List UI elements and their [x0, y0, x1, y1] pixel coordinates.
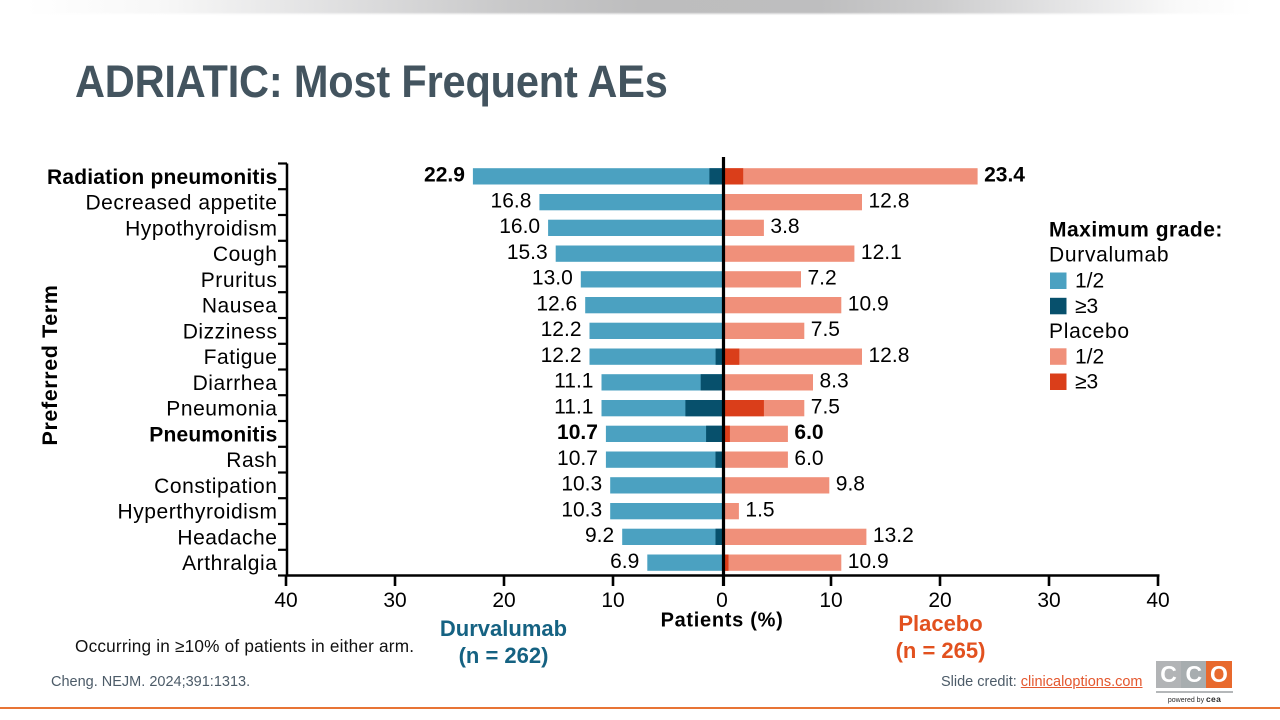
- svg-text:40: 40: [274, 589, 297, 612]
- svg-text:3.8: 3.8: [770, 215, 799, 238]
- svg-text:9.2: 9.2: [585, 524, 614, 547]
- svg-text:10: 10: [819, 589, 842, 612]
- svg-text:Pneumonia: Pneumonia: [166, 398, 277, 421]
- svg-text:Maximum grade:: Maximum grade:: [1049, 219, 1223, 242]
- svg-text:Placebo: Placebo: [1049, 320, 1130, 343]
- svg-text:10: 10: [601, 589, 624, 612]
- svg-text:16.0: 16.0: [499, 215, 540, 238]
- svg-text:11.1: 11.1: [554, 370, 593, 393]
- svg-text:1.5: 1.5: [745, 498, 774, 521]
- svg-text:Rash: Rash: [226, 449, 277, 472]
- svg-text:13.0: 13.0: [532, 267, 573, 290]
- svg-text:7.2: 7.2: [808, 267, 837, 290]
- svg-text:Constipation: Constipation: [154, 475, 277, 498]
- svg-text:Occurring in ≥10% of patients: Occurring in ≥10% of patients in either …: [75, 636, 414, 656]
- svg-text:6.0: 6.0: [794, 447, 823, 470]
- svg-text:12.8: 12.8: [869, 189, 910, 212]
- svg-text:20: 20: [928, 589, 951, 612]
- svg-text:Hypothyroidism: Hypothyroidism: [125, 218, 277, 241]
- svg-text:Patients (%): Patients (%): [661, 610, 784, 632]
- svg-text:Pruritus: Pruritus: [201, 269, 278, 292]
- svg-text:Cough: Cough: [213, 243, 278, 266]
- svg-text:16.8: 16.8: [491, 189, 532, 212]
- svg-text:22.9: 22.9: [424, 164, 465, 187]
- svg-text:10.3: 10.3: [561, 473, 602, 496]
- svg-text:Headache: Headache: [177, 527, 277, 550]
- svg-text:10.9: 10.9: [848, 550, 889, 573]
- svg-text:9.8: 9.8: [836, 473, 865, 496]
- svg-text:40: 40: [1146, 589, 1169, 612]
- svg-text:12.6: 12.6: [536, 292, 577, 315]
- svg-text:Nausea: Nausea: [202, 295, 278, 318]
- svg-text:Preferred Term: Preferred Term: [38, 285, 62, 446]
- svg-text:10.3: 10.3: [561, 498, 602, 521]
- svg-text:≥3: ≥3: [1075, 295, 1098, 318]
- svg-text:Durvalumab: Durvalumab: [1049, 244, 1169, 267]
- svg-text:12.1: 12.1: [861, 241, 902, 264]
- svg-text:10.7: 10.7: [557, 421, 598, 444]
- svg-text:6.9: 6.9: [610, 550, 639, 573]
- svg-text:Durvalumab: Durvalumab: [440, 616, 567, 641]
- svg-text:7.5: 7.5: [811, 395, 840, 418]
- svg-text:30: 30: [383, 589, 406, 612]
- svg-text:1/2: 1/2: [1075, 270, 1104, 293]
- svg-text:20: 20: [492, 589, 515, 612]
- svg-text:Decreased appetite: Decreased appetite: [85, 192, 277, 215]
- svg-text:15.3: 15.3: [507, 241, 548, 264]
- svg-text:23.4: 23.4: [984, 164, 1025, 187]
- svg-text:11.1: 11.1: [554, 395, 593, 418]
- svg-text:Pneumonitis: Pneumonitis: [149, 424, 277, 447]
- svg-text:12.2: 12.2: [541, 318, 582, 341]
- svg-text:10.9: 10.9: [848, 292, 889, 315]
- svg-text:7.5: 7.5: [811, 318, 840, 341]
- svg-text:≥3: ≥3: [1075, 371, 1098, 394]
- svg-text:(n = 265): (n = 265): [896, 638, 986, 663]
- svg-text:Arthralgia: Arthralgia: [182, 552, 277, 575]
- svg-text:12.2: 12.2: [541, 344, 582, 367]
- svg-text:Dizziness: Dizziness: [183, 321, 278, 344]
- svg-text:Placebo: Placebo: [898, 611, 982, 636]
- svg-text:10.7: 10.7: [557, 447, 598, 470]
- svg-text:6.0: 6.0: [794, 421, 823, 444]
- svg-text:Fatigue: Fatigue: [204, 346, 278, 369]
- svg-text:Hyperthyroidism: Hyperthyroidism: [118, 501, 278, 524]
- svg-text:8.3: 8.3: [820, 370, 849, 393]
- svg-text:30: 30: [1037, 589, 1060, 612]
- svg-text:13.2: 13.2: [873, 524, 914, 547]
- svg-text:Diarrhea: Diarrhea: [193, 372, 278, 395]
- svg-text:0: 0: [716, 589, 728, 612]
- svg-text:(n = 262): (n = 262): [459, 643, 549, 668]
- svg-text:12.8: 12.8: [869, 344, 910, 367]
- svg-text:Radiation pneumonitis: Radiation pneumonitis: [47, 166, 278, 189]
- svg-text:1/2: 1/2: [1075, 345, 1104, 368]
